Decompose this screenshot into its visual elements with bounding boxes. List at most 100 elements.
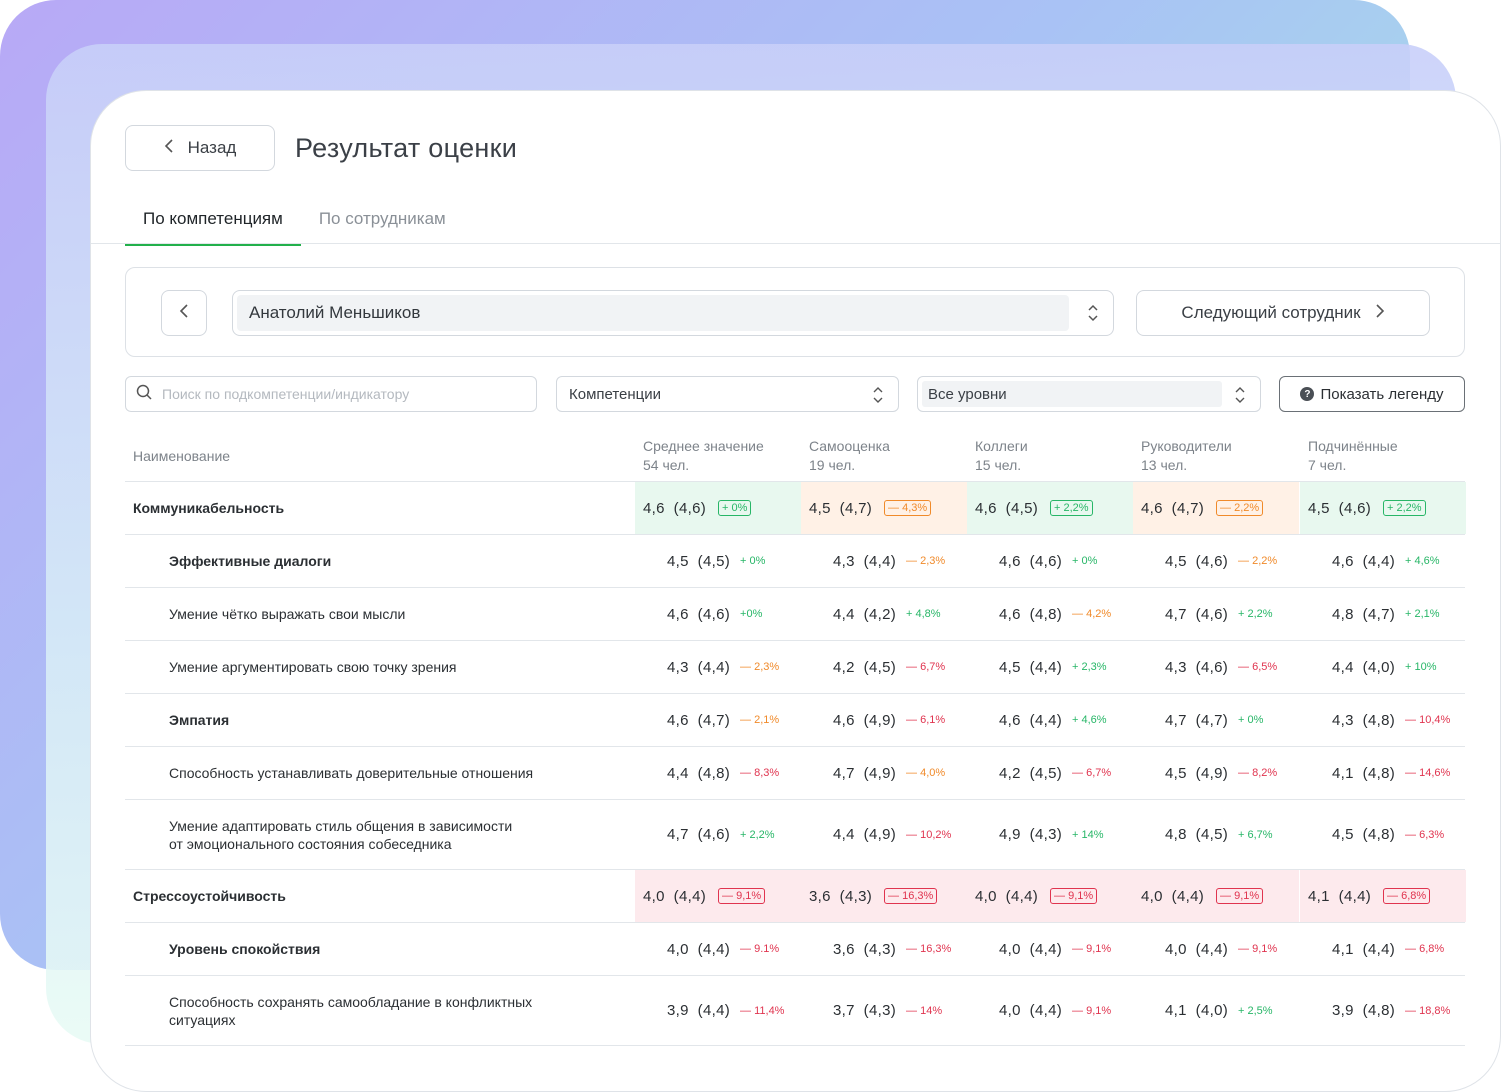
score-cell: 4,3 (4,6) — 6,5% (1133, 641, 1299, 693)
column-count: 19 чел. (809, 457, 856, 473)
delta-badge: — 2,2% (1216, 500, 1264, 516)
search-input[interactable] (160, 385, 524, 403)
table-row[interactable]: Уровень спокойствия 4,0 (4,4) — 9.1% 3,6 (4… (125, 923, 1465, 976)
score-value: 4,1 (4,0) (1165, 1002, 1229, 1019)
delta-value: + 2,3% (1072, 661, 1107, 673)
delta-badge: + 2,2% (1050, 500, 1093, 516)
tab-by-competencies[interactable]: По компетенциям (125, 199, 301, 246)
score-cell: 4,9 (4,3) + 14% (967, 800, 1133, 869)
score-value: 4,0 (4,4) (643, 887, 707, 905)
levels-dropdown[interactable]: Все уровни (917, 376, 1261, 412)
search-icon (136, 384, 152, 405)
column-header-colleagues: Коллеги 15 чел. (975, 437, 1028, 475)
score-cell: 4,5 (4,5) + 0% (635, 535, 801, 587)
show-legend-button[interactable]: ? Показать легенду (1279, 376, 1465, 412)
score-value: 4,1 (4,4) (1308, 887, 1372, 905)
score-cell: 4,6 (4,9) — 6,1% (801, 694, 967, 746)
results-card: Назад Результат оценки По компетенциям П… (90, 90, 1501, 1092)
next-employee-button[interactable]: Следующий сотрудник (1136, 290, 1430, 336)
delta-value: — 6,7% (906, 661, 946, 673)
score-value: 4,4 (4,9) (833, 826, 897, 843)
name-column-header: Наименование (133, 448, 231, 464)
score-cell: 4,6 (4,4) + 4,6% (1300, 535, 1466, 587)
table-body: Коммуникабельность 4,6 (4,6) + 0% 4,5 (4,7)… (125, 482, 1466, 1046)
column-title: Среднее значение (643, 438, 764, 454)
tabs-divider (91, 243, 1500, 244)
score-cell: 4,8 (4,5) + 6,7% (1133, 800, 1299, 869)
score-value: 4,9 (4,3) (999, 826, 1063, 843)
score-value: 4,1 (4,8) (1332, 764, 1396, 782)
column-title: Коллеги (975, 438, 1028, 454)
column-header-self: Самооценка 19 чел. (809, 437, 890, 475)
score-cell: 4,0 (4,4) — 9,1% (967, 923, 1133, 975)
column-count: 54 чел. (643, 457, 690, 473)
delta-value: + 2,5% (1238, 1004, 1273, 1017)
competency-group-row[interactable]: Коммуникабельность 4,6 (4,6) + 0% 4,5 (4,7)… (125, 482, 1466, 535)
competency-group-row[interactable]: Стрессоустойчивость 4,0 (4,4) — 9,1% 3,6 (4… (125, 870, 1466, 923)
score-value: 3,7 (4,3) (833, 1002, 897, 1019)
score-value: 4,7 (4,6) (667, 826, 731, 843)
score-value: 4,0 (4,4) (1165, 940, 1229, 958)
delta-value: — 18,8% (1405, 1004, 1451, 1017)
delta-badge: + 2,2% (1383, 500, 1426, 516)
table-header: Наименование Среднее значение 54 чел. Са… (125, 427, 1465, 482)
delta-value: — 14,6% (1405, 767, 1451, 779)
table-row[interactable]: Эмпатия 4,6 (4,7) — 2,1% 4,6 (4,9) — 6,1% 4,6… (125, 694, 1465, 747)
score-value: 4,2 (4,5) (999, 764, 1063, 782)
score-value: 4,6 (4,7) (667, 711, 731, 729)
table-row[interactable]: Способность устанавливать доверительные … (125, 747, 1465, 800)
delta-value: + 0% (1238, 714, 1264, 726)
tab-by-employees[interactable]: По сотрудникам (318, 209, 446, 228)
delta-value: — 6,8% (1405, 943, 1445, 955)
table-row[interactable]: Способность сохранять самообладание в ко… (125, 976, 1465, 1046)
column-title: Самооценка (809, 438, 890, 454)
chevron-up-down-icon (1087, 303, 1099, 328)
score-cell: 4,2 (4,5) — 6,7% (967, 747, 1133, 799)
score-value: 4,6 (4,4) (999, 711, 1063, 729)
table-row[interactable]: Эффективные диалоги 4,5 (4,5) + 0% 4,3 (4,4… (125, 535, 1465, 588)
score-cell: 4,3 (4,8) — 10,4% (1300, 694, 1466, 746)
score-cell: 4,1 (4,4) — 6,8% (1300, 923, 1466, 975)
score-cell: 4,0 (4,4) — 9,1% (967, 976, 1133, 1045)
back-button[interactable]: Назад (125, 125, 275, 171)
delta-value: — 6,7% (1072, 767, 1112, 779)
delta-value: + 4,6% (1072, 714, 1107, 726)
score-value: 4,6 (4,6) (999, 552, 1063, 570)
delta-badge: — 4,3% (884, 500, 932, 516)
competencies-dropdown[interactable]: Компетенции (556, 376, 899, 412)
delta-badge: — 9,1% (718, 888, 766, 904)
table-row[interactable]: Умение аргументировать свою точку зрения… (125, 641, 1465, 694)
chevron-left-icon (164, 138, 174, 159)
score-cell: 4,0 (4,4) — 9.1% (635, 923, 801, 975)
score-cell: 4,5 (4,9) — 8,2% (1133, 747, 1299, 799)
employee-select[interactable]: Анатолий Меньшиков (232, 290, 1114, 336)
score-value: 4,3 (4,4) (667, 658, 731, 676)
search-field[interactable] (125, 376, 537, 412)
score-cell: 4,6 (4,8) — 4,2% (967, 588, 1133, 640)
chevron-right-icon (1375, 303, 1385, 324)
table-row[interactable]: Умение адаптировать стиль общения в зави… (125, 800, 1465, 870)
score-cell: 4,4 (4,0) + 10% (1300, 641, 1466, 693)
score-value: 4,5 (4,5) (667, 552, 731, 570)
score-value: 4,6 (4,6) (643, 499, 707, 517)
score-value: 4,4 (4,8) (667, 764, 731, 782)
score-cell: 4,0 (4,4) — 9,1% (967, 870, 1133, 922)
table-row[interactable]: Умение чётко выражать свои мысли 4,6 (4,6… (125, 588, 1465, 641)
next-employee-label: Следующий сотрудник (1181, 303, 1361, 322)
score-value: 4,7 (4,7) (1165, 711, 1229, 729)
row-name: Умение чётко выражать свои мысли (169, 606, 406, 622)
levels-dropdown-label: Все уровни (922, 381, 1222, 407)
score-cell: 4,7 (4,7) + 0% (1133, 694, 1299, 746)
prev-employee-button[interactable] (161, 290, 207, 336)
score-cell: 4,1 (4,8) — 14,6% (1300, 747, 1466, 799)
score-value: 4,5 (4,6) (1165, 552, 1229, 570)
score-cell: 4,1 (4,0) + 2,5% (1133, 976, 1299, 1045)
delta-value: — 10,2% (906, 828, 952, 841)
delta-value: — 10,4% (1405, 714, 1451, 726)
delta-value: — 9,1% (1072, 1004, 1112, 1017)
employee-name: Анатолий Меньшиков (237, 295, 1069, 331)
delta-value: — 6,3% (1405, 828, 1445, 841)
delta-value: — 9,1% (1238, 943, 1278, 955)
score-cell: 4,4 (4,9) — 10,2% (801, 800, 967, 869)
score-cell: 4,6 (4,7) — 2,1% (635, 694, 801, 746)
